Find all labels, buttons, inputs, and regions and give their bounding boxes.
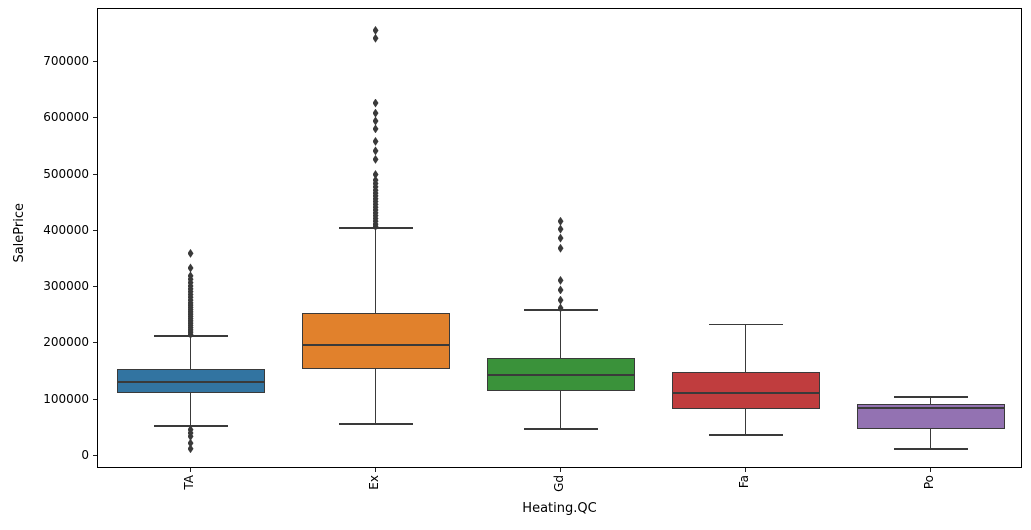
whisker-cap xyxy=(893,396,968,398)
x-tick-mark xyxy=(744,468,746,472)
outlier-diamond xyxy=(187,248,194,258)
y-tick-label: 500000 xyxy=(43,166,89,181)
y-tick-label: 400000 xyxy=(43,222,89,237)
plot-area xyxy=(97,8,1022,468)
y-tick-mark xyxy=(93,229,97,231)
median-line-Ex xyxy=(301,344,450,347)
x-tick-mark xyxy=(559,468,561,472)
y-tick-mark xyxy=(93,173,97,175)
y-tick-label: 300000 xyxy=(43,279,89,294)
y-tick-mark xyxy=(93,117,97,119)
y-tick-mark xyxy=(93,398,97,400)
outlier-diamond xyxy=(557,295,564,305)
median-line-Fa xyxy=(671,391,820,394)
outlier-diamond xyxy=(187,329,194,339)
outlier-diamond xyxy=(187,431,194,441)
whisker-cap xyxy=(708,323,783,326)
median-line-TA xyxy=(116,380,265,383)
y-tick-label: 100000 xyxy=(43,391,89,406)
y-tick-label: 200000 xyxy=(43,335,89,350)
x-axis-title: Heating.QC xyxy=(522,501,597,516)
outlier-diamond xyxy=(372,116,379,126)
x-tick-label-Po: Po xyxy=(921,475,936,490)
x-tick-label-Ex: Ex xyxy=(366,475,381,490)
box-Ex xyxy=(301,313,450,369)
outlier-diamond xyxy=(557,285,564,295)
y-tick-label: 0 xyxy=(81,448,89,463)
outlier-diamond xyxy=(372,136,379,146)
outlier-diamond xyxy=(187,444,194,454)
x-tick-mark xyxy=(189,468,191,472)
x-tick-label-TA: TA xyxy=(181,475,196,490)
outlier-diamond xyxy=(372,33,379,43)
whisker-cap xyxy=(338,423,413,425)
y-tick-mark xyxy=(93,342,97,344)
outlier-diamond xyxy=(557,216,564,226)
outlier-diamond xyxy=(557,224,564,234)
outlier-diamond xyxy=(557,275,564,285)
outlier-diamond xyxy=(372,154,379,164)
outlier-diamond xyxy=(557,233,564,243)
median-line-Gd xyxy=(486,373,635,376)
y-tick-mark xyxy=(93,286,97,288)
outlier-diamond xyxy=(557,243,564,253)
x-tick-label-Fa: Fa xyxy=(736,475,751,489)
whisker-cap xyxy=(893,448,968,450)
outlier-diamond xyxy=(372,124,379,134)
x-tick-label-Gd: Gd xyxy=(551,475,566,492)
y-axis-title: SalePrice xyxy=(12,203,27,263)
outlier-diamond xyxy=(187,438,194,448)
box-Fa xyxy=(671,372,820,410)
outlier-diamond xyxy=(372,170,379,180)
y-tick-mark xyxy=(93,60,97,62)
outlier-diamond xyxy=(372,25,379,35)
x-tick-mark xyxy=(374,468,376,472)
whisker-cap xyxy=(523,428,598,430)
y-tick-mark xyxy=(93,455,97,457)
y-tick-label: 700000 xyxy=(43,53,89,68)
outlier-diamond xyxy=(372,146,379,156)
outlier-diamond xyxy=(557,303,564,313)
outlier-diamond xyxy=(372,108,379,118)
whisker-cap xyxy=(708,434,783,436)
median-line-Po xyxy=(856,407,1005,410)
outlier-diamond xyxy=(372,221,379,231)
outlier-diamond xyxy=(187,263,194,273)
x-tick-mark xyxy=(929,468,931,472)
outlier-diamond xyxy=(372,98,379,108)
y-tick-label: 600000 xyxy=(43,110,89,125)
